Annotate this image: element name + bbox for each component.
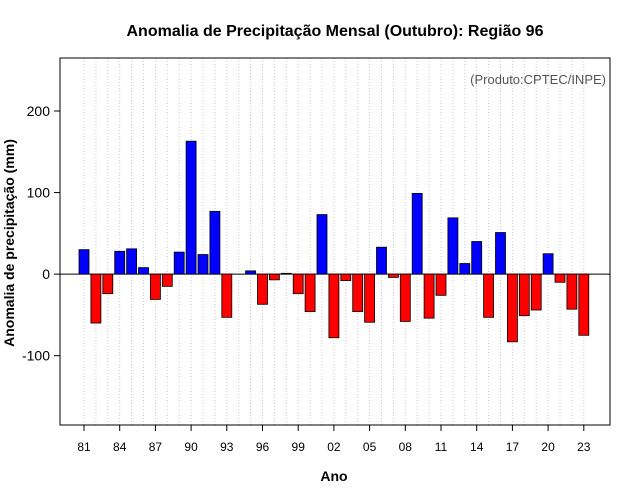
bar-10 [423,273,435,319]
bar-04 [352,273,364,313]
y-tick-label-100: 100 [27,185,51,201]
bar-87 [149,273,161,300]
x-tick-label-11: 11 [435,440,448,454]
bar-02 [328,273,340,339]
bar-03 [340,273,352,282]
bar-09 [411,192,423,275]
bar-00 [304,273,316,313]
y-axis: -100 0 100 200 [22,103,60,364]
bar-19 [530,273,542,311]
bar-14 [471,241,483,275]
bar-84 [114,250,126,275]
bar-98 [280,272,292,275]
bar-18 [518,273,530,317]
chart-title: Anomalia de Precipitação Mensal (Outubro… [127,23,544,40]
bar-88 [161,273,173,287]
x-tick-label-08: 08 [399,440,413,454]
y-tick-label-200: 200 [27,103,51,119]
x-tick-label-14: 14 [470,440,484,454]
bar-90 [185,140,197,275]
bar-99 [292,273,304,295]
bar-89 [173,251,185,275]
x-tick-label-96: 96 [256,440,270,454]
bar-08 [399,273,411,322]
x-tick-label-05: 05 [363,440,377,454]
y-tick-label--100: -100 [22,348,50,364]
x-tick-label-20: 20 [541,440,555,454]
x-tick-label-23: 23 [577,440,591,454]
bar-85 [126,248,137,275]
bar-91 [197,254,209,275]
bar-95 [245,270,257,275]
bar-21 [554,273,566,283]
bar-11 [435,273,447,296]
bar-81 [78,249,90,275]
bar-13 [459,263,471,275]
bar-15 [483,273,495,318]
bar-05 [364,273,376,323]
x-tick-label-90: 90 [184,440,198,454]
x-tick-label-81: 81 [77,440,91,454]
bar-20 [542,253,554,275]
product-credit: (Produto:CPTEC/INPE) [470,72,606,87]
bar-86 [138,267,149,275]
bar-82 [90,273,102,324]
x-tick-label-93: 93 [220,440,234,454]
bar-01 [316,214,328,275]
bars [78,140,590,343]
x-tick-label-87: 87 [149,440,163,454]
bar-23 [578,273,590,336]
x-axis-label: Ano [320,468,347,484]
y-axis-label: Anomalia de precipitação (mm) [1,139,17,347]
bar-07 [387,273,399,278]
x-tick-label-17: 17 [506,440,520,454]
vertical-grid-lines [83,58,585,425]
bar-16 [495,232,506,275]
bar-96 [257,273,268,305]
x-axis: 81 84 87 90 93 96 99 02 05 08 11 14 17 20 23 [77,425,591,454]
x-tick-label-02: 02 [327,440,341,454]
bar-83 [102,273,114,295]
bar-17 [506,273,518,343]
bar-92 [209,210,221,275]
bar-06 [376,246,387,275]
plot-area-frame [59,57,611,426]
bar-12 [447,217,459,275]
x-tick-label-84: 84 [113,440,127,454]
bar-22 [566,273,578,310]
x-tick-label-99: 99 [292,440,306,454]
bar-97 [268,273,280,281]
y-tick-label-0: 0 [42,266,50,282]
bar-93 [221,273,233,318]
